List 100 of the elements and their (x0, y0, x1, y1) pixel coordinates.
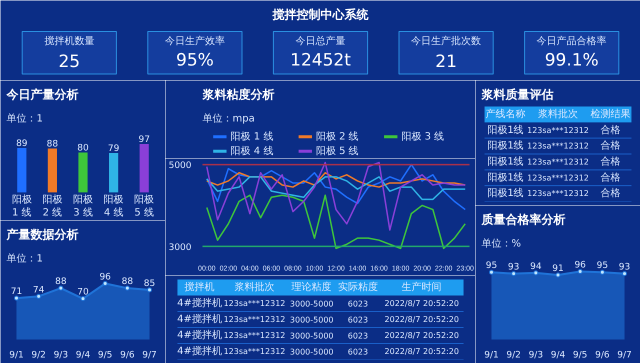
chart-title: 今日产量分析 (6, 88, 78, 102)
point (36, 294, 42, 299)
data-label: 74 (32, 285, 45, 296)
text: 阳极1线 (487, 140, 524, 152)
data-label: 88 (46, 139, 58, 150)
text: 阳极1线 (487, 172, 524, 184)
bar (109, 152, 118, 192)
chart-subtitle: 单位：% (482, 238, 522, 250)
x-tick-label: 9/4 (76, 350, 91, 360)
text: 123sa***12312 (527, 126, 589, 135)
data-label: 79 (108, 144, 120, 154)
point (147, 287, 152, 292)
category-label: 理论粘度 (292, 281, 332, 293)
data-label: 80 (77, 143, 89, 154)
data-label: 96 (574, 260, 586, 270)
bar (17, 148, 26, 192)
text: 合格 (600, 124, 620, 136)
text: 合格 (600, 172, 620, 184)
line-series (206, 176, 466, 200)
text: 4#搅拌机 (177, 314, 222, 325)
category-label: 实际粘度 (338, 281, 378, 293)
text: 95% (176, 50, 214, 70)
text: 6023 (348, 300, 368, 308)
chart-title: 产量数据分析 (6, 228, 78, 242)
text: 123sa***12312 (527, 173, 589, 182)
line-series (206, 172, 466, 188)
x-tick-label: 9/7 (617, 350, 632, 360)
line-series (206, 164, 466, 210)
text: 6023 (348, 348, 368, 356)
text: 123sa***12312 (224, 299, 286, 308)
chart-subtitle: 单位：1 (6, 112, 43, 124)
point (58, 286, 64, 291)
bar (48, 148, 57, 192)
text: 6023 (348, 316, 368, 324)
text: 4#搅拌机 (177, 298, 222, 309)
text: 3000-5000 (290, 348, 334, 356)
text: 6023 (348, 332, 368, 340)
data-label: 93 (618, 262, 630, 273)
y-tick-label: 5000 (168, 161, 192, 172)
category-label: 浆料批次 (538, 108, 578, 120)
x-tick-label: 9/2 (31, 350, 46, 360)
x-tick-label: 9/5 (572, 350, 588, 360)
text: 4#搅拌机 (177, 346, 222, 357)
category-label: 今日生产批次数 (411, 35, 482, 47)
x-tick-label: 9/4 (550, 350, 566, 360)
category-label: 今日产品合格率 (536, 35, 607, 47)
category-label: 产线名称 (486, 108, 526, 120)
text: 3000-5000 (290, 316, 334, 324)
text: 99.1% (544, 50, 599, 70)
text: 2022/8/7 20:52:20 (384, 331, 459, 340)
data-label: 85 (144, 278, 156, 289)
line-series (206, 194, 466, 250)
text: 阳极1线 (487, 188, 524, 200)
y-tick-label: 3000 (168, 242, 192, 253)
text: 21 (435, 52, 457, 72)
text: 3000-5000 (290, 332, 334, 340)
data-label: 88 (55, 277, 67, 288)
point (102, 281, 108, 286)
text: 阳极1线 (487, 156, 524, 168)
text: 123sa***12312 (527, 157, 589, 166)
text: 123sa***12312 (224, 347, 286, 356)
chart-title: 浆料粘度分析 (202, 88, 274, 102)
x-tick-label: 9/3 (54, 350, 68, 360)
text: 12452t (290, 50, 351, 70)
chart-title: 质量合格率分析 (480, 212, 566, 226)
text: 2022/8/7 20:52:20 (384, 347, 459, 356)
bar (78, 152, 88, 192)
text: 搅拌控制中心系统 (272, 8, 370, 22)
category-label: 浆料批次 (234, 281, 274, 293)
x-tick-label: 阳极 1 线 (12, 193, 32, 218)
chart-subtitle: 单位：mpa (202, 112, 255, 124)
line-series (206, 162, 466, 231)
data-label: 88 (122, 277, 134, 288)
text: 4#搅拌机 (177, 330, 222, 341)
text: 合格 (600, 188, 620, 200)
category-label: 生产时间 (402, 281, 442, 293)
text: 25 (58, 52, 80, 72)
x-tick-label: 阳极 3 线 (73, 193, 93, 218)
x-tick-label: 阳极 2 线 (42, 193, 62, 218)
data-label: 94 (530, 262, 542, 272)
data-label: 71 (10, 287, 22, 298)
x-tick-label: 9/3 (528, 350, 544, 360)
text: 3000-5000 (290, 300, 334, 308)
text: 2022/8/7 20:52:20 (384, 315, 459, 324)
category-label: 搅拌机数量 (44, 35, 94, 47)
x-tick-label: 9/1 (9, 350, 24, 360)
text: 123sa***12312 (527, 189, 589, 198)
legend-label: 阳极 5 线 (316, 144, 359, 157)
data-label: 95 (596, 261, 608, 272)
legend-label: 阳极 2 线 (316, 130, 359, 142)
point (80, 296, 86, 302)
category-label: 检测结果 (590, 108, 630, 120)
x-tick-label: 9/5 (98, 350, 112, 360)
text: 浆料质量评估 (480, 88, 554, 102)
data-label: 89 (16, 138, 28, 149)
x-tick-label: 9/1 (484, 350, 499, 360)
category-label: 今日总产量 (296, 35, 346, 47)
legend-label: 阳极 1 线 (230, 130, 274, 142)
legend-label: 阳极 3 线 (401, 130, 444, 142)
data-label: 93 (508, 262, 520, 273)
